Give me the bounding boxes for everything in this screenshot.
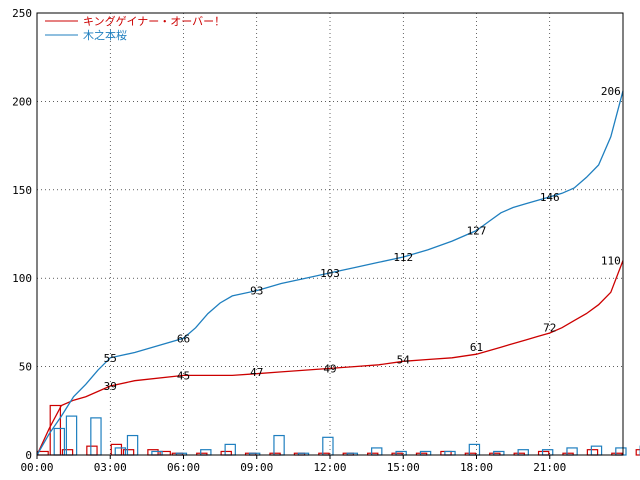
data-label: 39	[104, 380, 117, 393]
y-tick-label: 0	[25, 449, 32, 462]
data-label: 127	[467, 224, 487, 237]
data-label: 93	[250, 285, 263, 298]
plot-frame	[36, 12, 624, 456]
series-line-1	[36, 260, 624, 456]
histogram-bar	[590, 445, 603, 456]
x-tick-label: 06:00	[167, 461, 200, 474]
data-label: 103	[320, 267, 340, 280]
data-label: 66	[177, 332, 190, 345]
y-tick-label: 100	[12, 272, 32, 285]
legend-label-series-2: 木之本桜	[83, 28, 127, 42]
histogram-bar	[200, 449, 212, 456]
x-tick-label: 00:00	[20, 461, 53, 474]
x-tick-label: 12:00	[313, 461, 346, 474]
histogram-bar	[444, 450, 456, 456]
histogram-bar	[273, 434, 285, 456]
histogram-bar	[615, 447, 627, 456]
data-label: 49	[323, 362, 336, 375]
histogram-bar	[126, 434, 139, 456]
legend-label-series-1: キングゲイナー・オーバー！	[83, 14, 225, 28]
histogram-bar	[86, 445, 98, 456]
histogram-bar	[566, 447, 578, 456]
data-label: 146	[540, 191, 560, 204]
data-label: 206	[601, 85, 621, 98]
data-label: 61	[470, 341, 483, 354]
data-labels: 39 45 47 49 54 61 72 110 55 66 93 103 112 127 146 206	[104, 85, 621, 393]
histogram-bar	[147, 449, 159, 456]
series-lines	[36, 90, 624, 456]
histogram-bar	[635, 449, 640, 456]
y-tick-label: 50	[19, 361, 32, 374]
data-label: 112	[393, 251, 413, 264]
histogram-bar	[224, 443, 236, 456]
data-label: 54	[397, 354, 411, 367]
histogram-bar	[37, 450, 49, 456]
data-label: 72	[543, 322, 556, 335]
data-label: 45	[177, 369, 190, 382]
x-tick-label: 21:00	[533, 461, 566, 474]
legend: キングゲイナー・オーバー！ 木之本桜	[45, 14, 225, 42]
x-tick-label: 15:00	[387, 461, 420, 474]
y-tick-label: 250	[12, 7, 32, 20]
series-line-2	[36, 90, 624, 456]
axes: 0 50 100 150 200 250 00:00 03:00 06:00 09:00 12:00…	[12, 7, 624, 474]
x-tick-label: 03:00	[94, 461, 127, 474]
y-tick-label: 150	[12, 184, 32, 197]
histogram-bar	[90, 417, 102, 456]
histogram-bar	[110, 443, 123, 456]
x-tick-label: 09:00	[240, 461, 273, 474]
data-label: 110	[601, 255, 621, 268]
histogram-bar	[322, 436, 334, 456]
histogram-bar	[541, 449, 554, 456]
histogram-bar	[517, 449, 529, 456]
y-tick-label: 200	[12, 95, 32, 108]
data-label: 47	[250, 366, 263, 379]
histogram-bar	[371, 447, 383, 456]
grid	[37, 13, 623, 455]
x-tick-label: 18:00	[460, 461, 493, 474]
data-label: 55	[104, 352, 117, 365]
histogram-bar	[586, 449, 599, 456]
